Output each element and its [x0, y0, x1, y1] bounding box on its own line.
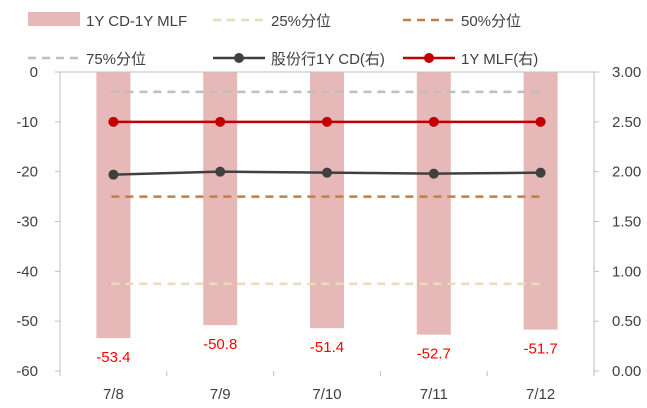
- y-right-tick-label: 1.50: [612, 214, 641, 231]
- y-right-tick-label: 3.00: [612, 64, 641, 81]
- data-label: -51.4: [310, 339, 344, 356]
- data-point: [215, 116, 226, 127]
- legend-swatch-marker: [234, 53, 244, 63]
- x-tick-label: 7/9: [210, 386, 231, 403]
- y-left-tick-label: -40: [16, 263, 38, 280]
- bar: [416, 72, 451, 335]
- x-tick-label: 7/8: [103, 386, 124, 403]
- data-point: [108, 169, 119, 180]
- bar: [523, 72, 558, 330]
- data-label: -52.7: [417, 346, 451, 363]
- x-tick-label: 7/12: [526, 386, 555, 403]
- y-left-tick-label: -10: [16, 114, 38, 131]
- bar: [310, 72, 344, 329]
- data-point: [108, 116, 119, 127]
- data-point: [215, 166, 226, 177]
- legend-swatch-marker: [424, 53, 434, 63]
- legend-swatch: [28, 12, 80, 26]
- y-left-tick-label: 0: [30, 64, 38, 81]
- legend-label: 25%分位: [271, 13, 331, 30]
- y-left-tick-label: -60: [16, 363, 38, 380]
- data-point: [428, 168, 439, 179]
- legend-label: 股份行1Y CD(右): [271, 51, 385, 68]
- y-left-tick-label: -30: [16, 214, 38, 231]
- y-right-tick-label: 2.00: [612, 164, 641, 181]
- y-right-tick-label: 1.00: [612, 263, 641, 280]
- data-point: [535, 167, 546, 178]
- data-label: -51.7: [523, 341, 557, 358]
- x-tick-label: 7/11: [420, 386, 448, 403]
- legend-label: 1Y MLF(右): [461, 51, 538, 68]
- data-point: [535, 116, 546, 127]
- legend-label: 1Y CD-1Y MLF: [86, 13, 187, 30]
- y-left-tick-label: -20: [16, 164, 38, 181]
- y-left-tick-label: -50: [16, 313, 38, 330]
- x-tick-label: 7/10: [312, 386, 341, 403]
- bar: [203, 72, 238, 326]
- data-point: [322, 167, 332, 178]
- y-right-tick-label: 0.50: [612, 313, 641, 330]
- data-label: -50.8: [203, 336, 237, 353]
- data-label: -53.4: [96, 349, 130, 366]
- data-point: [322, 116, 332, 127]
- bar: [96, 72, 131, 339]
- y-right-tick-label: 2.50: [612, 114, 641, 131]
- data-point: [428, 116, 439, 127]
- y-right-tick-label: 0.00: [612, 363, 641, 380]
- legend-label: 75%分位: [86, 51, 146, 68]
- legend-label: 50%分位: [461, 13, 521, 30]
